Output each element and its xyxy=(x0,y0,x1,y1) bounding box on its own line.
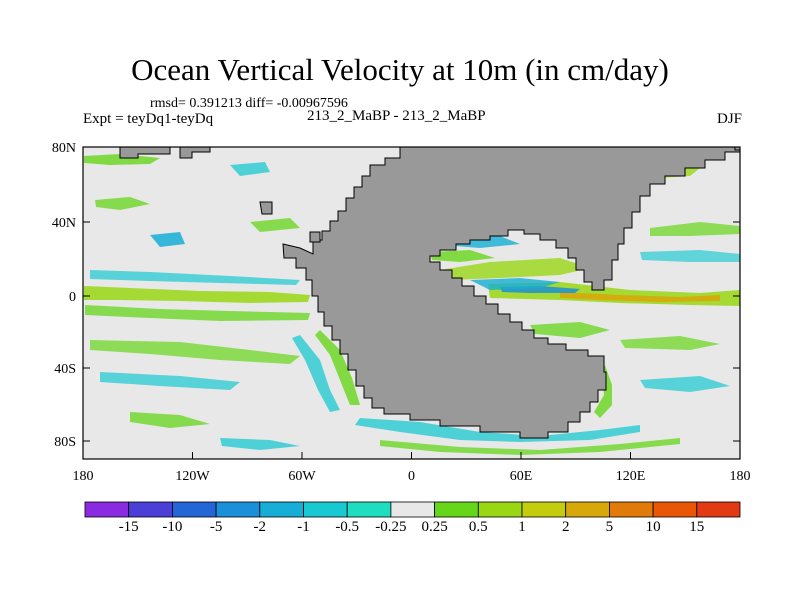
colorbar-box xyxy=(609,501,654,518)
colorbar-boxes xyxy=(84,501,741,518)
land-central-continent xyxy=(282,146,741,439)
colorbar-box xyxy=(346,501,392,518)
atlantic-north-green xyxy=(430,250,495,262)
lon-tick-labels: 180 120W 60W 0 60E 120E 180 xyxy=(73,469,751,484)
velocity-anomaly-bands xyxy=(84,154,740,455)
colorbar-box xyxy=(128,501,173,518)
colorbar-box xyxy=(652,501,698,518)
colorbar-label: 2 xyxy=(562,519,570,535)
lat-tick-labels: 80N 40N 0 40S 80S xyxy=(52,141,76,450)
north-pacific-patch-a xyxy=(150,232,185,247)
lat-label: 80N xyxy=(52,141,76,156)
lon-label: 120E xyxy=(616,469,646,484)
southern-ocean-band-green xyxy=(380,438,680,455)
colorbar-label: -1 xyxy=(297,519,310,535)
lon-label: 60W xyxy=(288,469,316,484)
colorbar-label: -10 xyxy=(162,519,182,535)
stats-line: rmsd= 0.391213 diff= -0.00967596 xyxy=(150,96,348,111)
lat-ticks xyxy=(83,146,740,442)
colorbar-box xyxy=(84,501,130,518)
northern-pacific-cyan xyxy=(95,197,150,210)
northern-pacific-band xyxy=(84,154,160,165)
colorbar-box xyxy=(303,501,348,518)
northwest-pacific-band xyxy=(650,222,740,236)
equatorial-band-cyan xyxy=(90,270,300,285)
north-pacific-patch-b xyxy=(230,162,270,176)
colorbar-label: 0.5 xyxy=(469,519,488,535)
land-north-island-d xyxy=(309,231,321,243)
lon-ticks xyxy=(82,452,741,459)
colorbar-labels: -15 -10 -5 -2 -1 -0.5 -0.25 0.25 0.5 1 2… xyxy=(119,519,705,535)
colorbar-label: -0.5 xyxy=(335,519,359,535)
lat-label: 40S xyxy=(54,362,76,377)
land-masses xyxy=(119,146,741,439)
indian-ocean-patch-b xyxy=(620,336,720,350)
west-pacific-cyan xyxy=(640,250,740,262)
coastal-streak-east xyxy=(594,365,612,418)
lon-label: 180 xyxy=(730,469,751,484)
colorbar-label: -2 xyxy=(254,519,267,535)
lat-label: 40N xyxy=(52,216,76,231)
colorbar-label: 1 xyxy=(518,519,526,535)
colorbar-label: -0.25 xyxy=(375,519,406,535)
equatorial-band-pacific xyxy=(84,286,310,303)
north-pacific-patch-c xyxy=(250,218,300,232)
indian-ocean-patch-c xyxy=(640,376,730,392)
south-pacific-patch xyxy=(130,412,210,428)
coastal-streak-west-cyan xyxy=(292,335,340,412)
equatorial-band-pacific-south xyxy=(85,305,310,321)
map-panel: 180 120W 60W 0 60E 120E 180 80N 40N 0 40… xyxy=(52,141,751,484)
atlantic-band xyxy=(440,258,590,280)
colorbar-label: 0.25 xyxy=(421,519,447,535)
colorbar-label: -5 xyxy=(210,519,223,535)
south-pacific-band-cyan xyxy=(100,372,240,390)
colorbar-box xyxy=(390,501,435,518)
colorbar-box xyxy=(434,501,479,518)
chart-title: Ocean Vertical Velocity at 10m (in cm/da… xyxy=(131,52,669,87)
land-north-island-c xyxy=(259,201,273,215)
indian-ocean-patch xyxy=(530,322,610,338)
southern-ocean-band xyxy=(355,418,640,442)
lon-label: 120W xyxy=(175,469,210,484)
lat-label: 80S xyxy=(54,435,76,450)
lon-label: 180 xyxy=(73,469,94,484)
equatorial-band-indian-core xyxy=(560,292,720,302)
colorbar-label: 10 xyxy=(646,519,661,535)
colorbar: -15 -10 -5 -2 -1 -0.5 -0.25 0.25 0.5 1 2… xyxy=(84,501,741,535)
season-label: DJF xyxy=(716,111,742,127)
colorbar-box xyxy=(477,501,523,518)
south-pacific-band xyxy=(90,340,300,364)
colorbar-label: 15 xyxy=(689,519,704,535)
colorbar-label: 5 xyxy=(606,519,614,535)
colorbar-box xyxy=(215,501,261,518)
colorbar-box xyxy=(565,501,610,518)
coastal-streak-west xyxy=(315,330,360,405)
colorbar-box xyxy=(696,501,741,518)
lon-label: 0 xyxy=(408,469,415,484)
lon-label: 60E xyxy=(510,469,533,484)
lat-label: 0 xyxy=(69,290,76,305)
run-label: 213_2_MaBP - 213_2_MaBP xyxy=(307,108,486,124)
colorbar-box xyxy=(259,501,304,518)
south-pacific-patch-b xyxy=(220,438,300,450)
colorbar-box xyxy=(521,501,567,518)
colorbar-box xyxy=(171,501,217,518)
experiment-label: Expt = teyDq1-teyDq xyxy=(83,111,214,127)
atlantic-band-cyan xyxy=(470,278,560,290)
colorbar-label: -15 xyxy=(119,519,139,535)
